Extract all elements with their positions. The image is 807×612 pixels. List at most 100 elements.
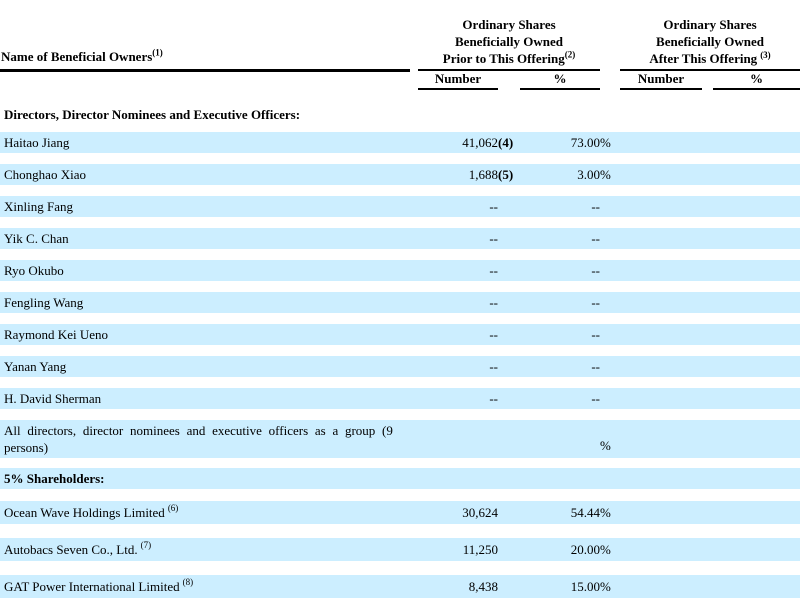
spacer-cell bbox=[410, 13, 418, 70]
spacer-cell bbox=[702, 538, 713, 562]
owner-name-cell: Haitao Jiang bbox=[0, 132, 410, 154]
spacer-cell bbox=[410, 70, 418, 89]
owner-name-cell: H. David Sherman bbox=[0, 388, 410, 410]
group-total-row: All directors, director nominees and exe… bbox=[0, 420, 807, 459]
percent-prior-cell: 54.44 bbox=[520, 501, 600, 525]
group-header-line: Beneficially Owned bbox=[455, 34, 563, 49]
spacer-cell bbox=[613, 356, 620, 378]
number-prior-cell: -- bbox=[418, 196, 498, 218]
row-gap-cell bbox=[0, 185, 807, 197]
group-header-line: After This Offering (3) bbox=[620, 50, 800, 67]
owner-name-cell: Yanan Yang bbox=[0, 356, 410, 378]
spacer-cell bbox=[410, 501, 418, 525]
row-gap-cell bbox=[0, 89, 807, 106]
right-margin-cell bbox=[800, 292, 807, 313]
right-margin-cell bbox=[800, 260, 807, 281]
section-heading-cell: Directors, Director Nominees and Executi… bbox=[4, 107, 301, 123]
number-after-cell bbox=[620, 292, 702, 314]
number-prior-cell: -- bbox=[418, 388, 498, 410]
table-row: Ryo Okubo -- -- bbox=[0, 260, 807, 282]
percent-after-cell bbox=[713, 228, 801, 250]
percent-after-column-header: % bbox=[713, 70, 801, 91]
percent-prior-cell: 3.00 bbox=[520, 164, 600, 186]
right-margin-cell bbox=[800, 228, 807, 249]
spacer-cell bbox=[613, 196, 620, 218]
row-gap bbox=[0, 489, 807, 502]
spacer-cell bbox=[410, 324, 418, 346]
group-description-line2: persons) bbox=[4, 440, 49, 456]
number-footnote-cell bbox=[498, 388, 513, 410]
percent-sign-cell bbox=[600, 228, 613, 250]
spacer-cell bbox=[613, 538, 620, 562]
table-row: GAT Power International Limited (8) 8,438 1… bbox=[0, 575, 807, 599]
row-gap-cell bbox=[0, 377, 807, 389]
spacer-cell bbox=[702, 228, 713, 250]
number-prior-cell: 30,624 bbox=[418, 501, 498, 525]
spacer-cell bbox=[702, 420, 713, 459]
spacer-cell bbox=[613, 420, 620, 459]
percent-prior-cell: -- bbox=[520, 356, 600, 378]
row-gap bbox=[0, 377, 807, 389]
spacer-cell bbox=[513, 292, 520, 314]
spacer-cell bbox=[702, 164, 713, 186]
table-row: Chonghao Xiao 1,688 (5) 3.00% bbox=[0, 164, 807, 186]
percent-after-cell bbox=[713, 132, 801, 154]
percent-sign-cell bbox=[600, 196, 613, 218]
spacer-cell bbox=[613, 132, 620, 154]
number-after-cell bbox=[620, 164, 702, 186]
owner-name-cell: Yik C. Chan bbox=[0, 228, 410, 250]
number-footnote-cell bbox=[498, 292, 513, 314]
spacer-cell bbox=[613, 324, 620, 346]
percent-prior-cell: -- bbox=[520, 196, 600, 218]
spacer-cell bbox=[702, 324, 713, 346]
percent-sign-cell bbox=[600, 260, 613, 282]
spacer-cell bbox=[513, 575, 520, 599]
percent-prior-column-header: % bbox=[520, 70, 600, 91]
owner-name-cell: Xinling Fang bbox=[0, 196, 410, 218]
number-prior-cell: 11,250 bbox=[418, 538, 498, 562]
percent-after-cell bbox=[713, 292, 801, 314]
percent-prior-cell: 15.00 bbox=[520, 575, 600, 599]
number-after-cell bbox=[620, 324, 702, 346]
number-after-cell bbox=[620, 356, 702, 378]
table-row: H. David Sherman -- -- bbox=[0, 388, 807, 410]
group-header-line-text: After This Offering bbox=[649, 51, 758, 66]
name-column-label: Name of Beneficial Owners bbox=[1, 49, 153, 65]
spacer-cell bbox=[410, 228, 418, 250]
spacer-cell bbox=[613, 575, 620, 599]
spacer-cell bbox=[410, 132, 418, 154]
number-after-cell bbox=[620, 420, 702, 459]
owner-name-cell: Fengling Wang bbox=[0, 292, 410, 314]
right-margin-cell bbox=[800, 105, 807, 125]
right-margin-cell bbox=[800, 196, 807, 217]
row-gap bbox=[0, 281, 807, 293]
spacer-cell bbox=[613, 228, 620, 250]
section-row: Directors, Director Nominees and Executi… bbox=[0, 105, 807, 125]
percent-sign-cell: % bbox=[600, 164, 613, 186]
spacer-cell bbox=[702, 132, 713, 154]
row-gap bbox=[0, 345, 807, 357]
table-row: Autobacs Seven Co., Ltd. (7) 11,250 20.00% bbox=[0, 538, 807, 562]
spacer-cell bbox=[513, 70, 520, 89]
spacer-cell bbox=[410, 356, 418, 378]
number-after-column-header: Number bbox=[620, 70, 702, 91]
spacer-cell bbox=[410, 164, 418, 186]
beneficial-ownership-table: Name of Beneficial Owners(1) Ordinary Sh… bbox=[0, 13, 807, 612]
group-description-text: All directors, director nominees and exe… bbox=[4, 422, 464, 456]
owner-footnote-ref: (7) bbox=[140, 540, 152, 551]
prior-offering-footnote-ref: (2) bbox=[564, 49, 576, 60]
group-header-line: Ordinary Shares bbox=[663, 17, 757, 32]
spacer-cell bbox=[613, 13, 620, 70]
row-gap-cell bbox=[0, 409, 807, 421]
spacer-cell bbox=[0, 70, 410, 89]
group-header-line: Beneficially Owned bbox=[656, 34, 764, 49]
spacer-cell bbox=[613, 388, 620, 410]
number-after-cell bbox=[620, 228, 702, 250]
percent-prior-cell: -- bbox=[520, 324, 600, 346]
percent-after-cell bbox=[713, 538, 801, 562]
percent-prior-cell: 20.00 bbox=[520, 538, 600, 562]
row-gap-cell bbox=[0, 598, 807, 612]
table-row: Haitao Jiang 41,062 (4) 73.00% bbox=[0, 132, 807, 154]
spacer-cell bbox=[600, 13, 613, 70]
table-row: Fengling Wang -- -- bbox=[0, 292, 807, 314]
